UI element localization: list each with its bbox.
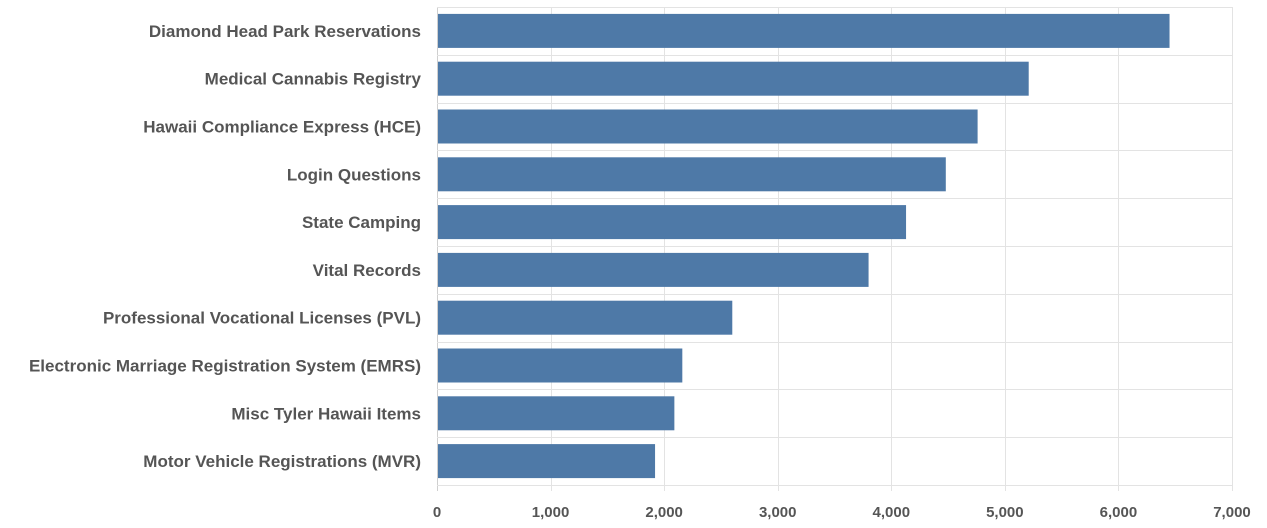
category-label: Hawaii Compliance Express (HCE) [143, 118, 421, 137]
bars [438, 13, 1170, 479]
x-tick-label: 0 [433, 504, 441, 521]
category-label: Motor Vehicle Registrations (MVR) [143, 452, 421, 471]
bar [438, 252, 869, 287]
x-tick-label: 5,000 [986, 504, 1024, 521]
x-tick-label: 4,000 [873, 504, 911, 521]
category-label: Vital Records [313, 261, 421, 280]
x-tick-label: 3,000 [759, 504, 797, 521]
bar [438, 348, 683, 383]
bar [438, 13, 1170, 48]
x-tick-label: 7,000 [1213, 504, 1251, 521]
category-label: Medical Cannabis Registry [205, 70, 422, 89]
category-label: Misc Tyler Hawaii Items [231, 404, 421, 423]
x-axis-tick-labels: 0 1,000 2,000 3,000 4,000 5,000 6,000 7,000 [433, 504, 1251, 521]
bar [438, 444, 656, 479]
bar [438, 109, 978, 144]
category-label: Professional Vocational Licenses (PVL) [103, 309, 421, 328]
x-tick-label: 1,000 [532, 504, 570, 521]
bar [438, 396, 675, 431]
bar [438, 61, 1029, 96]
bar [438, 300, 733, 335]
x-tick-label: 2,000 [645, 504, 683, 521]
category-labels: Diamond Head Park Reservations Medical Ca… [29, 22, 422, 471]
x-tick-label: 6,000 [1100, 504, 1138, 521]
category-label: Diamond Head Park Reservations [149, 22, 421, 41]
category-label: State Camping [302, 213, 421, 232]
category-label: Electronic Marriage Registration System … [29, 357, 421, 376]
bar [438, 205, 907, 240]
category-label: Login Questions [287, 165, 421, 184]
bar [438, 157, 946, 192]
